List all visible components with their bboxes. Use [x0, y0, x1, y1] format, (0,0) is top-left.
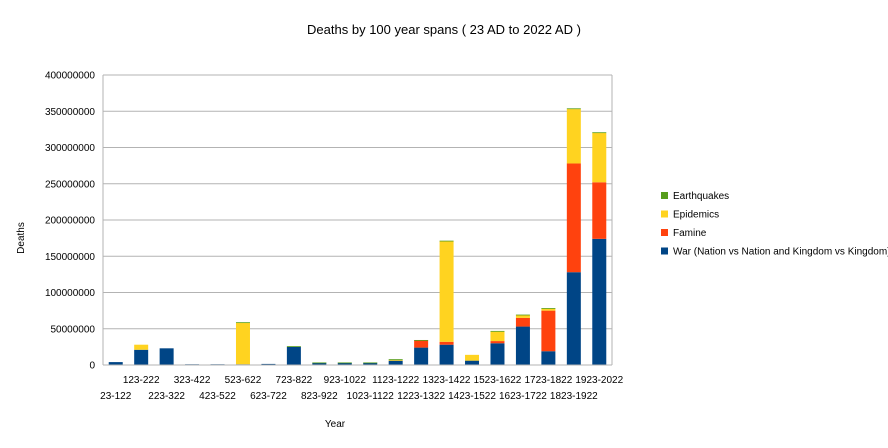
bar-segment-epidemics: [235, 322, 250, 365]
x-tick-label: 1223-1322: [397, 391, 445, 402]
bar-segment-famine: [592, 182, 607, 239]
bar-segment-earthquakes: [312, 362, 327, 364]
bar-segment-earthquakes: [566, 108, 581, 110]
bar-segment-famine: [515, 317, 530, 327]
x-tick-labels: 23-122 123-222 223-322 323-422 423-522 523-62…: [100, 375, 623, 402]
bar-segment-war: [286, 346, 301, 366]
gridlines: [103, 74, 612, 366]
axes: [102, 75, 613, 366]
bar-segment-famine: [566, 163, 581, 273]
x-tick-label: 723-822: [276, 375, 313, 386]
bar-segment-epidemics: [592, 133, 607, 183]
bar-segment-war: [337, 362, 352, 365]
x-tick-label: 123-222: [123, 375, 160, 386]
bar-segment-earthquakes: [414, 339, 429, 341]
x-tick-label: 823-922: [301, 391, 338, 402]
y-tick-label: 50000000: [51, 324, 96, 335]
bar-segment-war: [312, 362, 327, 365]
x-tick-label: 1523-1622: [474, 375, 522, 386]
x-tick-label: 1423-1522: [448, 391, 496, 402]
bar-segment-war: [159, 348, 174, 365]
y-tick-labels: 0 50000000 100000000 150000000 200000000 2500…: [45, 71, 96, 372]
y-axis-label: Deaths: [16, 222, 27, 254]
y-tick-label: 400000000: [45, 71, 95, 82]
x-tick-label: 1123-1222: [372, 375, 420, 386]
legend-label: Earthquakes: [673, 191, 729, 202]
bar-segment-famine: [490, 341, 505, 344]
x-tick-label: 1623-1722: [499, 391, 547, 402]
bar-segment-war: [108, 362, 123, 365]
legend-label: Epidemics: [673, 210, 719, 221]
y-tick-label: 150000000: [45, 252, 95, 263]
bar-segment-epidemics: [541, 308, 556, 311]
bar-segment-epidemics: [465, 354, 480, 361]
bar-segment-war: [490, 343, 505, 365]
x-tick-label: 523-622: [225, 375, 262, 386]
x-tick-label: 623-722: [250, 391, 287, 402]
bar-segment-earthquakes: [235, 322, 250, 324]
bar-segment-war: [363, 362, 378, 365]
y-tick-label: 250000000: [45, 179, 95, 190]
bar-segment-epidemics: [134, 344, 149, 350]
bar-segment-war: [388, 360, 403, 365]
bar-segment-epidemics: [490, 331, 505, 342]
bar-segment-war: [515, 326, 530, 365]
y-tick-label: 350000000: [45, 107, 95, 118]
legend-label: War (Nation vs Nation and Kingdom vs Kin…: [673, 247, 888, 258]
bar-segment-earthquakes: [286, 346, 301, 347]
bars: [108, 108, 607, 366]
bar-segment-war: [566, 272, 581, 365]
legend-swatch: [661, 247, 668, 255]
legend-label: Famine: [673, 228, 707, 239]
bar-segment-earthquakes: [363, 362, 378, 364]
bar-segment-earthquakes: [592, 132, 607, 134]
y-tick-label: 200000000: [45, 216, 95, 227]
x-axis-label: Year: [325, 419, 346, 430]
x-tick-label: 1723-1822: [524, 375, 572, 386]
bar-segment-epidemics: [566, 109, 581, 164]
bar-segment-epidemics: [439, 241, 454, 342]
chart-title: Deaths by 100 year spans ( 23 AD to 2022…: [307, 22, 581, 37]
bar-segment-war: [592, 238, 607, 365]
x-tick-label: 1823-1922: [550, 391, 598, 402]
bar-segment-famine: [541, 310, 556, 352]
bar-segment-war: [465, 360, 480, 365]
legend-swatch: [661, 229, 668, 236]
bar-segment-earthquakes: [337, 362, 352, 364]
bar-segment-war: [261, 363, 276, 365]
y-tick-label: 100000000: [45, 288, 95, 299]
bar-segment-earthquakes: [541, 308, 556, 309]
bar-segment-war: [134, 349, 149, 365]
bar-segment-earthquakes: [388, 359, 403, 360]
x-tick-label: 223-322: [148, 391, 185, 402]
x-tick-label: 1923-2022: [575, 375, 623, 386]
y-tick-label: 0: [89, 361, 95, 372]
y-tick-label: 300000000: [45, 143, 95, 154]
legend-swatch: [661, 192, 668, 199]
legend-swatch: [661, 210, 668, 218]
x-tick-label: 1023-1122: [347, 391, 395, 402]
x-tick-label: 23-122: [100, 391, 132, 402]
bar-segment-war: [541, 351, 556, 365]
bar-segment-epidemics: [388, 359, 403, 361]
x-tick-label: 423-522: [199, 391, 236, 402]
bar-segment-epidemics: [515, 314, 530, 318]
legend: Earthquakes Epidemics Famine War (Nation vs…: [661, 191, 888, 258]
x-tick-label: 1323-1422: [423, 375, 471, 386]
bar-segment-war: [439, 344, 454, 365]
bar-segment-famine: [414, 340, 429, 348]
bar-segment-earthquakes: [490, 330, 505, 332]
bar-segment-war: [414, 347, 429, 365]
x-tick-label: 923-1022: [324, 375, 367, 386]
bar-segment-earthquakes: [439, 240, 454, 242]
bar-segment-earthquakes: [515, 314, 530, 316]
x-tick-label: 323-422: [174, 375, 211, 386]
bar-segment-famine: [439, 341, 454, 345]
